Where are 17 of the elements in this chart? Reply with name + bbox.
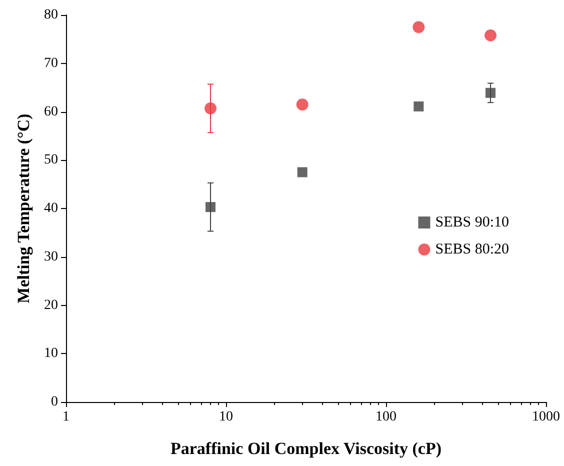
y-axis-title: Melting Temperature (°C) [14,114,33,304]
legend-label: SEBS 80:20 [435,242,510,258]
x-tick-label: 1 [62,410,70,424]
y-tick-label: 40 [44,201,58,216]
x-tick-label: 100 [376,410,396,424]
y-tick-label: 30 [44,249,58,264]
y-tick-label: 0 [51,394,58,410]
y-tick-label: 50 [44,152,58,168]
y-tick-label: 10 [44,346,58,362]
y-tick-label: 80 [44,8,58,22]
x-axis-title: Paraffinic Oil Complex Viscosity (cP) [170,439,442,458]
x-tick-label: 1000 [532,410,560,424]
x-tick-label: 10 [219,410,233,424]
y-tick-label: 20 [44,298,58,313]
y-tick-label: 70 [44,56,58,71]
y-tick-label: 60 [44,104,58,120]
legend-label: SEBS 90:10 [435,214,510,230]
